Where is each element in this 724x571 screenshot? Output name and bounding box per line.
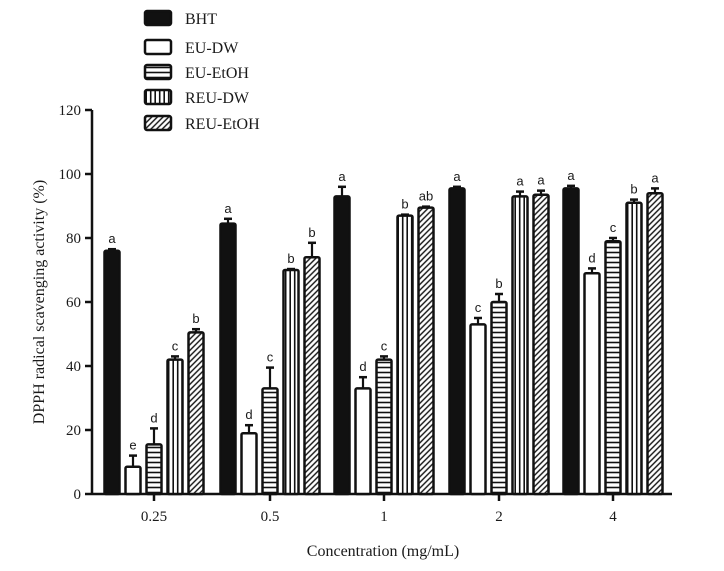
significance-letter: e bbox=[129, 438, 136, 453]
bar-reu-etoh bbox=[303, 255, 321, 496]
bar-eu-dw bbox=[469, 323, 487, 496]
legend-label: BHT bbox=[185, 11, 217, 28]
bar-eu-dw bbox=[583, 271, 601, 496]
bar-eu-dw bbox=[240, 431, 258, 496]
bar-bht bbox=[333, 195, 351, 496]
bar-reu-dw bbox=[511, 195, 529, 496]
x-tick-label: 4 bbox=[609, 509, 617, 525]
bar-eu-dw bbox=[124, 465, 142, 496]
legend-swatch bbox=[143, 9, 173, 27]
significance-letter: a bbox=[108, 231, 116, 246]
bar-eu-etoh bbox=[145, 443, 163, 496]
significance-letter: c bbox=[610, 220, 617, 235]
legend-swatch bbox=[143, 63, 173, 81]
significance-letter: c bbox=[172, 338, 179, 353]
bar-reu-dw bbox=[282, 268, 300, 496]
x-tick-label: 0.25 bbox=[141, 509, 167, 525]
significance-letter: b bbox=[630, 182, 637, 197]
y-axis-label: DPPH radical scavenging activity (%) bbox=[31, 180, 48, 424]
y-tick-label: 60 bbox=[66, 295, 81, 311]
significance-letter: a bbox=[453, 169, 461, 184]
legend-label: EU-EtOH bbox=[185, 65, 249, 82]
significance-letter: d bbox=[588, 250, 595, 265]
bar-reu-etoh bbox=[417, 206, 435, 496]
bar-reu-dw bbox=[625, 201, 643, 496]
significance-letter: a bbox=[338, 169, 346, 184]
legend-swatch bbox=[143, 88, 173, 106]
significance-letter: a bbox=[516, 174, 524, 189]
significance-letter: a bbox=[567, 168, 575, 183]
y-tick-label: 40 bbox=[66, 359, 81, 375]
legend-swatch bbox=[143, 114, 173, 132]
significance-letter: c bbox=[475, 300, 482, 315]
significance-letter: d bbox=[245, 407, 252, 422]
bar-reu-dw bbox=[166, 358, 184, 496]
significance-letter: a bbox=[651, 170, 659, 185]
legend: BHT EU-DW EU-EtOH REU-DW REU-EtOH bbox=[143, 9, 260, 133]
y-tick-label: 20 bbox=[66, 423, 81, 439]
significance-letter: c bbox=[381, 338, 388, 353]
y-tick-label: 100 bbox=[59, 167, 82, 183]
bar-reu-etoh bbox=[646, 191, 664, 496]
significance-letter: b bbox=[308, 225, 315, 240]
significance-letter: a bbox=[224, 201, 232, 216]
legend-label: EU-DW bbox=[185, 40, 239, 57]
significance-letter: d bbox=[150, 410, 157, 425]
legend-label: REU-DW bbox=[185, 90, 250, 107]
bar-eu-etoh bbox=[490, 300, 508, 496]
y-tick-label: 0 bbox=[74, 487, 82, 503]
bar-eu-dw bbox=[354, 387, 372, 496]
y-tick-label: 120 bbox=[59, 103, 82, 119]
x-tick-label: 2 bbox=[495, 509, 503, 525]
significance-letter: ab bbox=[419, 189, 433, 204]
bar-eu-etoh bbox=[261, 387, 279, 496]
bar-reu-etoh bbox=[187, 331, 205, 496]
x-tick-label: 1 bbox=[380, 509, 388, 525]
significance-letter: c bbox=[267, 350, 274, 365]
bar-eu-etoh bbox=[604, 239, 622, 496]
x-tick-label: 0.5 bbox=[261, 509, 280, 525]
significance-letter: b bbox=[495, 276, 502, 291]
bar-reu-etoh bbox=[532, 193, 550, 496]
x-axis-label: Concentration (mg/mL) bbox=[307, 543, 459, 560]
bar-eu-etoh bbox=[375, 358, 393, 496]
legend-label: REU-EtOH bbox=[185, 116, 260, 133]
significance-letter: b bbox=[401, 197, 408, 212]
bar-bht bbox=[219, 222, 237, 496]
bar-bht bbox=[103, 249, 121, 496]
y-tick-label: 80 bbox=[66, 231, 81, 247]
significance-letter: b bbox=[287, 251, 294, 266]
bar-bht bbox=[448, 187, 466, 496]
significance-letter: a bbox=[537, 173, 545, 188]
bar-bht bbox=[562, 187, 580, 496]
bar-reu-dw bbox=[396, 214, 414, 496]
significance-letter: d bbox=[359, 359, 366, 374]
legend-swatch bbox=[143, 38, 173, 56]
significance-letter: b bbox=[192, 311, 199, 326]
